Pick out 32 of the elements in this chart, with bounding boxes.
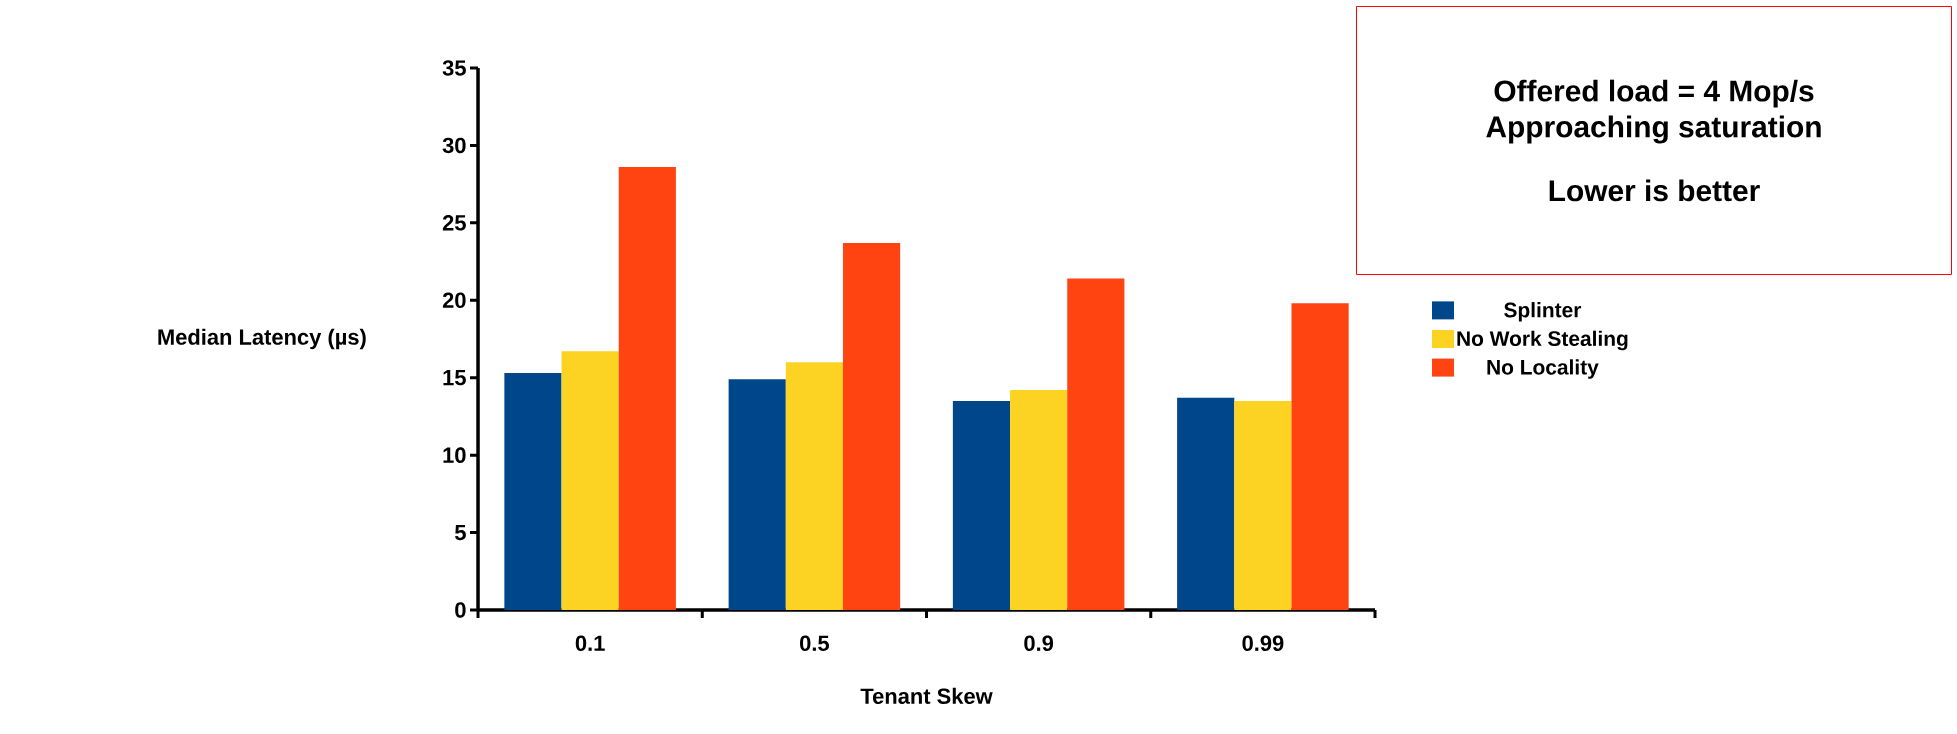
y-axis-title: Median Latency (µs): [158, 328, 366, 350]
bar: [842, 242, 901, 610]
bar: [1010, 390, 1068, 610]
x-tick-label: 0.1: [575, 635, 605, 652]
y-tick-label: 30: [442, 137, 466, 154]
legend-label: No Locality: [1487, 359, 1599, 379]
x-axis-title: Tenant Skew: [860, 687, 993, 704]
bar: [1234, 400, 1292, 610]
y-tick-label: 10: [443, 447, 466, 463]
legend-label: Splinter: [1504, 302, 1582, 322]
bar: [952, 400, 1011, 610]
y-tick-label: 0: [455, 602, 466, 618]
y-tick-label: 20: [442, 292, 466, 309]
legend-label: No Work Stealing: [1457, 330, 1628, 351]
text: Lower is better: [1549, 179, 1760, 202]
bar: [1067, 278, 1125, 610]
bar: [1177, 397, 1235, 610]
text: Approaching saturation: [1486, 115, 1821, 144]
bar: [785, 362, 843, 610]
text: Offered load = 4 Mop/s: [1494, 79, 1814, 108]
bar: [1291, 303, 1349, 610]
y-tick-label: 15: [443, 370, 466, 386]
bar: [728, 379, 786, 610]
x-tick-label: 0.9: [1024, 635, 1054, 652]
x-tick-label: 0.99: [1242, 635, 1284, 652]
y-tick-label: 25: [442, 215, 466, 231]
x-tick-label: 0.5: [800, 635, 830, 652]
bar: [504, 373, 562, 610]
bar: [618, 167, 676, 610]
y-tick-label: 35: [442, 60, 466, 76]
bar: [561, 351, 619, 610]
y-tick-label: 5: [454, 524, 466, 541]
